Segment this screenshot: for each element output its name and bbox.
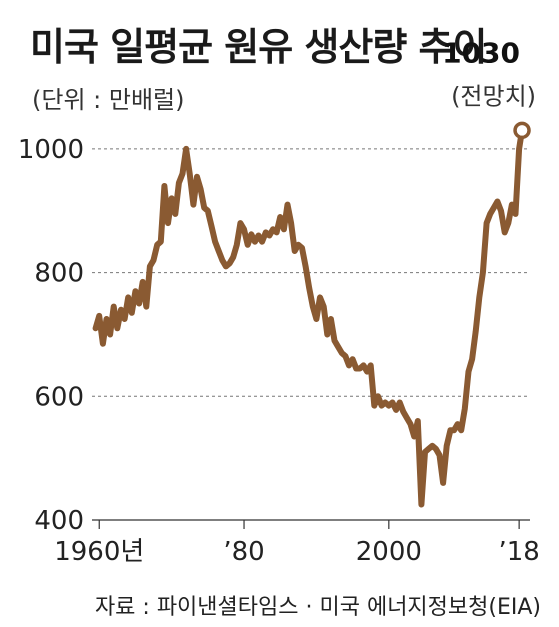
x-tick-label: ’80 xyxy=(223,537,264,567)
forecast-value-label: 1030 xyxy=(442,36,520,69)
x-tick-label: ’18 xyxy=(498,537,539,567)
series-line xyxy=(92,127,525,508)
forecast-marker xyxy=(513,121,531,140)
y-tick-label: 600 xyxy=(34,382,84,412)
y-tick-label: 800 xyxy=(34,259,84,289)
forecast-note-label: (전망치) xyxy=(451,82,536,110)
source-note: 자료 : 파이낸셜타임스 · 미국 에너지정보청(EIA) xyxy=(94,595,541,620)
unit-note: (단위 : 만배럴) xyxy=(32,86,185,114)
y-tick-label: 400 xyxy=(34,506,84,536)
x-tick-label: 1960년 xyxy=(54,537,144,567)
chart-title: 미국 일평균 원유 생산량 추이 xyxy=(30,25,487,69)
x-tick-label: 2000 xyxy=(356,537,422,567)
y-tick-label: 1000 xyxy=(18,135,84,165)
